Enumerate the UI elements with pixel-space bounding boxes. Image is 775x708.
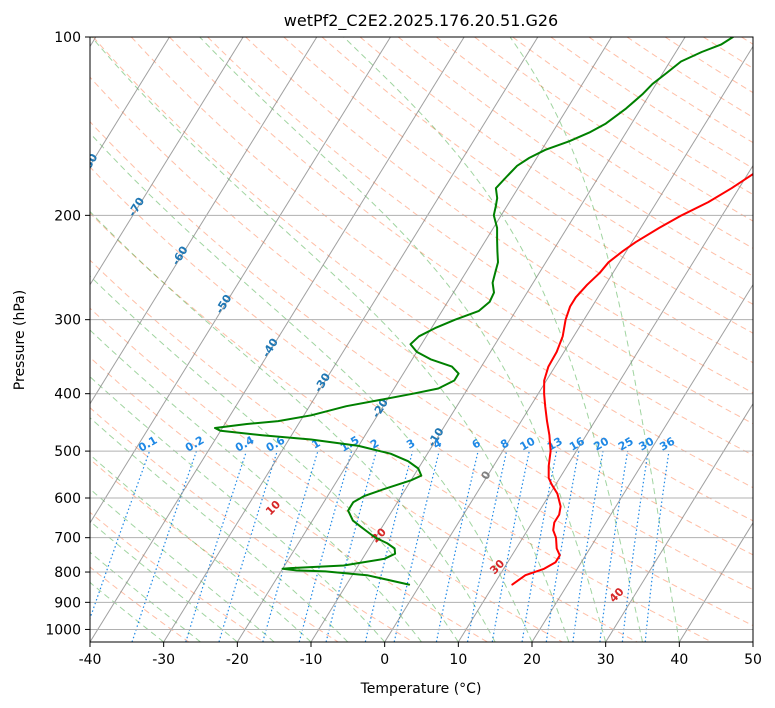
mixing-ratio-line (298, 450, 353, 642)
y-tick-label: 500 (54, 444, 81, 460)
mixing-ratio-line (325, 450, 377, 642)
mixing-ratio-line (185, 450, 247, 642)
moist-adiabat-line (343, 37, 643, 642)
y-tick-label: 900 (54, 595, 81, 611)
moist-adiabat-line (90, 417, 349, 642)
plot-frame (89, 36, 754, 643)
dry-adiabat-line (207, 37, 753, 425)
y-axis: 1000 900 800 700 600 500 400 300 200 100 (45, 30, 90, 638)
isotherm-line (678, 521, 753, 642)
y-tick-label: 800 (54, 565, 81, 581)
x-tick-label: -10 (300, 652, 323, 668)
moist-adiabat-line (90, 210, 496, 642)
dry-adiabat-line (283, 37, 753, 364)
mixing-ratio-line (364, 450, 414, 642)
isotherm-line (457, 164, 753, 642)
pressure-gridlines (90, 37, 753, 630)
mixing-ratio-line (572, 450, 604, 642)
dewpoint-trace (214, 37, 734, 586)
dry-adiabat-line (130, 37, 753, 489)
x-tick-label: 30 (597, 652, 615, 668)
y-tick-label: 300 (54, 313, 81, 329)
mixing-ratio-line (644, 451, 670, 642)
x-axis: -40 -30 -20 -10 0 10 20 30 40 50 (79, 642, 762, 668)
x-tick-label: -40 (79, 652, 102, 668)
isotherm-line (236, 37, 612, 642)
dry-adiabat-line (588, 37, 753, 144)
x-axis-label: Temperature (°C) (360, 681, 482, 697)
x-tick-label: -20 (226, 652, 249, 668)
moist-adiabat-line (90, 329, 422, 642)
dry-adiabat-line (550, 37, 753, 169)
moist-adiabat-line (199, 37, 607, 642)
moist-adiabat-line (90, 488, 275, 642)
mixing-ratio-line (218, 450, 278, 642)
dry-adiabat-line (436, 37, 753, 249)
moist-adiabats (90, 37, 680, 642)
y-axis-label: Pressure (hPa) (12, 290, 28, 390)
y-tick-label: 400 (54, 387, 81, 403)
isotherm-line (384, 45, 753, 642)
dry-adiabat-line (90, 212, 712, 642)
y-tick-label: 600 (54, 491, 81, 507)
x-tick-label: 40 (670, 652, 688, 668)
x-tick-label: 20 (523, 652, 541, 668)
mixing-ratio-line (262, 450, 319, 642)
dry-adiabats (90, 37, 753, 642)
mixing-ratio-line (131, 450, 197, 642)
moist-adiabat-line (90, 275, 459, 642)
mixing-ratio-line (90, 450, 151, 621)
x-tick-label: -30 (152, 652, 175, 668)
temperature-trace (511, 172, 753, 586)
y-tick-label: 100 (54, 30, 81, 46)
mixing-ratio-line (435, 450, 479, 642)
mixing-ratio-line (599, 450, 629, 642)
isotherm-line (90, 37, 318, 405)
isotherm-line (90, 37, 465, 642)
isotherm-line (90, 37, 391, 524)
dry-adiabat-line (90, 259, 638, 642)
x-tick-label: 10 (449, 652, 467, 668)
dry-adiabat-line (245, 37, 753, 394)
dry-adiabat-line (359, 37, 753, 305)
dry-adiabat-line (90, 166, 753, 627)
isotherm-line (90, 37, 170, 167)
dry-adiabat-line (321, 37, 753, 334)
dry-adiabat-line (90, 407, 414, 642)
dry-adiabat-line (90, 121, 753, 591)
dry-adiabat-line (92, 37, 753, 522)
moist-adiabat-line (91, 37, 570, 642)
dry-adiabat-line (474, 37, 753, 222)
x-tick-label: 50 (744, 652, 762, 668)
y-tick-label: 1000 (45, 622, 81, 638)
isotherm-label: -80 (79, 151, 101, 175)
y-tick-label: 200 (54, 208, 81, 224)
isotherm-line (605, 402, 753, 642)
sounding-series (214, 37, 753, 586)
moist-adiabat-line (509, 37, 680, 642)
y-tick-label: 700 (54, 531, 81, 547)
isotherm-line (90, 37, 244, 286)
x-tick-label: 0 (380, 652, 389, 668)
isotherm-line (531, 283, 753, 642)
dry-adiabat-line (90, 307, 563, 642)
isotherm-line (163, 37, 539, 642)
isotherm-line (310, 37, 686, 642)
isotherms (90, 37, 753, 642)
chart-title: wetPf2_C2E2.2025.176.20.51.G26 (284, 11, 558, 31)
dry-adiabat-line (90, 76, 753, 556)
mixing-ratio-line (621, 451, 649, 642)
plot-area: -100-90-80-70-60-50-40-30-20-100 0.10.20… (79, 37, 753, 642)
